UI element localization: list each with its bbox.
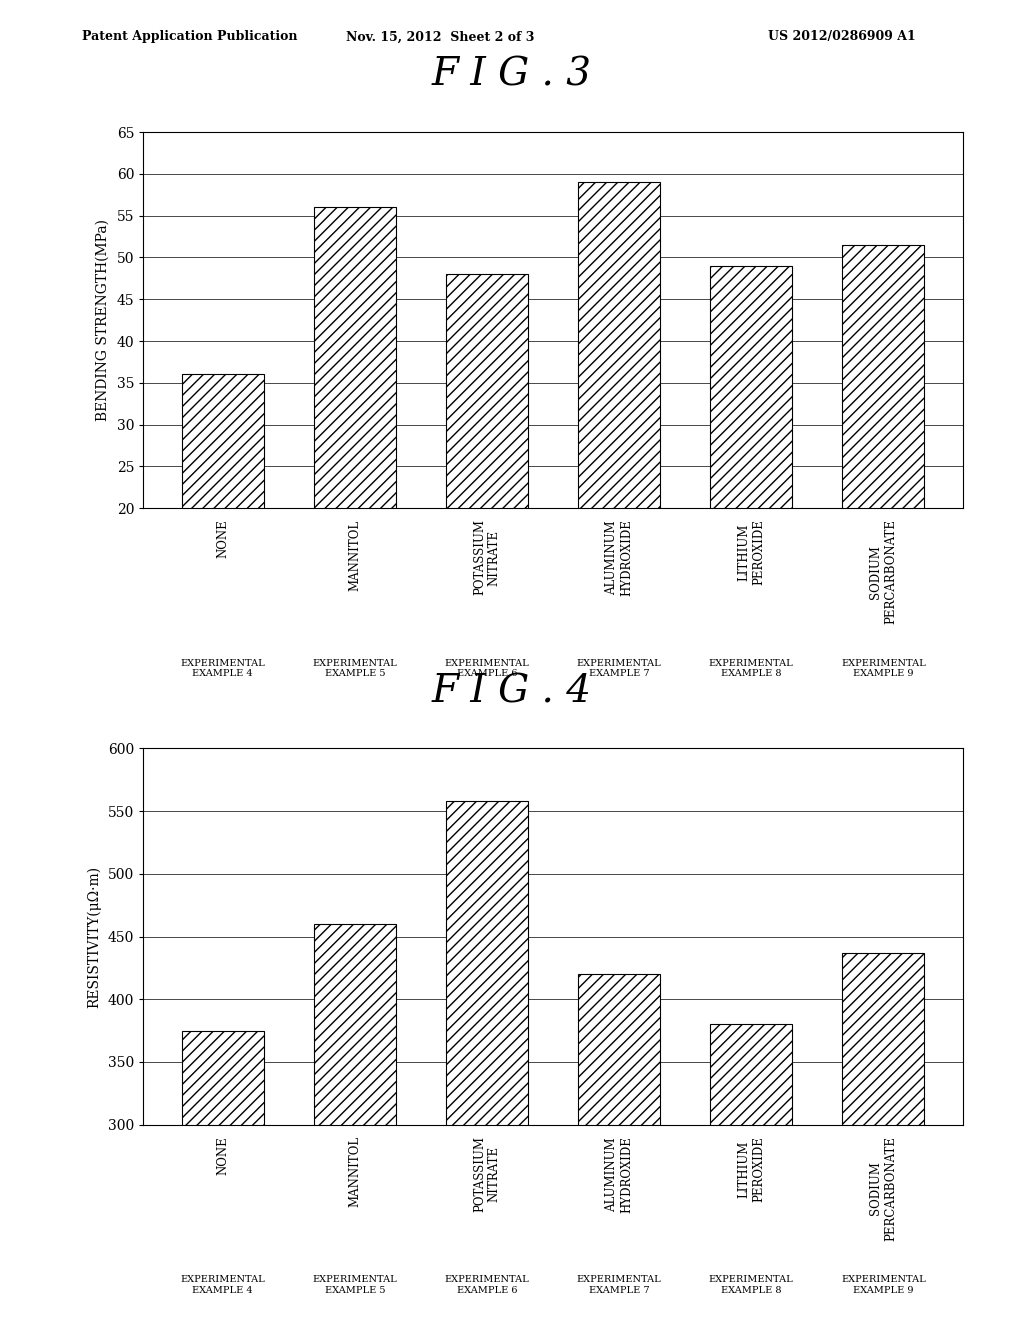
Text: EXPERIMENTAL
EXAMPLE 5: EXPERIMENTAL EXAMPLE 5 [312, 1275, 397, 1295]
Y-axis label: BENDING STRENGTH(MPa): BENDING STRENGTH(MPa) [96, 219, 110, 421]
Bar [445, 801, 527, 1125]
Text: EXPERIMENTAL
EXAMPLE 8: EXPERIMENTAL EXAMPLE 8 [709, 659, 794, 678]
Bar [313, 207, 395, 508]
Bar [181, 375, 263, 508]
Text: EXPERIMENTAL
EXAMPLE 4: EXPERIMENTAL EXAMPLE 4 [180, 659, 265, 678]
Bar [843, 953, 925, 1125]
Text: NONE: NONE [216, 520, 229, 558]
Text: EXPERIMENTAL
EXAMPLE 6: EXPERIMENTAL EXAMPLE 6 [444, 659, 529, 678]
Text: EXPERIMENTAL
EXAMPLE 5: EXPERIMENTAL EXAMPLE 5 [312, 659, 397, 678]
Text: F I G . 3: F I G . 3 [432, 57, 592, 94]
Text: EXPERIMENTAL
EXAMPLE 4: EXPERIMENTAL EXAMPLE 4 [180, 1275, 265, 1295]
Bar [579, 182, 660, 508]
Y-axis label: RESISTIVITY(μΩ·m): RESISTIVITY(μΩ·m) [87, 866, 101, 1007]
Text: EXPERIMENTAL
EXAMPLE 7: EXPERIMENTAL EXAMPLE 7 [577, 659, 662, 678]
Text: EXPERIMENTAL
EXAMPLE 9: EXPERIMENTAL EXAMPLE 9 [841, 659, 926, 678]
Text: MANNITOL: MANNITOL [348, 520, 361, 590]
Text: SODIUM
PERCARBONATE: SODIUM PERCARBONATE [869, 520, 897, 624]
Text: EXPERIMENTAL
EXAMPLE 9: EXPERIMENTAL EXAMPLE 9 [841, 1275, 926, 1295]
Text: MANNITOL: MANNITOL [348, 1137, 361, 1206]
Text: EXPERIMENTAL
EXAMPLE 6: EXPERIMENTAL EXAMPLE 6 [444, 1275, 529, 1295]
Text: F I G . 4: F I G . 4 [432, 673, 592, 710]
Text: NONE: NONE [216, 1137, 229, 1175]
Bar [445, 275, 527, 508]
Text: ALUMINUM
HYDROXIDE: ALUMINUM HYDROXIDE [605, 1137, 633, 1213]
Text: POTASSIUM
NITRATE: POTASSIUM NITRATE [473, 1137, 501, 1212]
Text: US 2012/0286909 A1: US 2012/0286909 A1 [768, 30, 915, 44]
Text: ALUMINUM
HYDROXIDE: ALUMINUM HYDROXIDE [605, 520, 633, 597]
Bar [843, 246, 925, 508]
Text: SODIUM
PERCARBONATE: SODIUM PERCARBONATE [869, 1137, 897, 1241]
Text: EXPERIMENTAL
EXAMPLE 7: EXPERIMENTAL EXAMPLE 7 [577, 1275, 662, 1295]
Text: Nov. 15, 2012  Sheet 2 of 3: Nov. 15, 2012 Sheet 2 of 3 [346, 30, 535, 44]
Text: LITHIUM
PEROXIDE: LITHIUM PEROXIDE [737, 1137, 765, 1201]
Text: LITHIUM
PEROXIDE: LITHIUM PEROXIDE [737, 520, 765, 585]
Bar [711, 1024, 793, 1125]
Bar [313, 924, 395, 1125]
Bar [711, 265, 793, 508]
Text: Patent Application Publication: Patent Application Publication [82, 30, 297, 44]
Bar [181, 1031, 263, 1125]
Text: POTASSIUM
NITRATE: POTASSIUM NITRATE [473, 520, 501, 595]
Bar [579, 974, 660, 1125]
Text: EXPERIMENTAL
EXAMPLE 8: EXPERIMENTAL EXAMPLE 8 [709, 1275, 794, 1295]
